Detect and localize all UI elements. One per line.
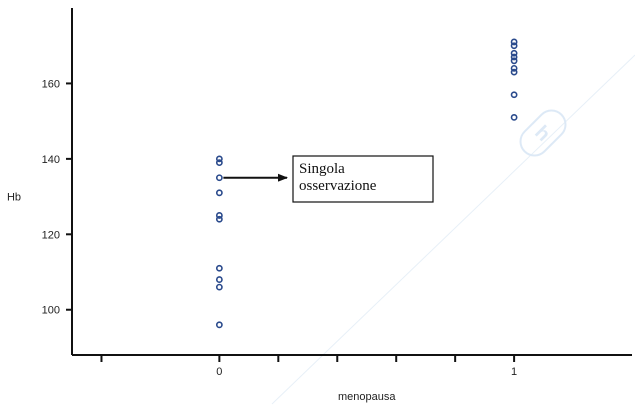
- axes: [71, 8, 632, 356]
- data-points: [215, 38, 518, 329]
- data-point: [510, 38, 518, 46]
- annotation: Singola osservazione: [223, 155, 434, 203]
- data-point: [215, 283, 223, 291]
- x-minor-ticks: [100, 355, 457, 362]
- data-point: [215, 264, 223, 272]
- data-point: [215, 321, 223, 329]
- data-point: [510, 68, 518, 76]
- watermark-logo: h: [271, 54, 635, 405]
- y-tick-label: 120: [42, 229, 60, 241]
- data-point: [510, 91, 518, 99]
- data-point: [510, 53, 518, 61]
- annotation-text-line: Singola: [299, 161, 345, 177]
- svg-text:h: h: [530, 122, 554, 146]
- y-axis-title: Hb: [7, 192, 21, 204]
- data-point: [510, 113, 518, 121]
- y-tick-label: 140: [42, 154, 60, 166]
- data-point: [215, 215, 223, 223]
- y-tick-label: 160: [42, 78, 60, 90]
- data-point: [215, 174, 223, 182]
- data-point: [510, 42, 518, 50]
- data-point: [215, 276, 223, 283]
- data-point: [215, 155, 223, 163]
- annotation-text-line: osservazione: [299, 178, 377, 194]
- x-axis-title: menopausa: [338, 391, 396, 403]
- annotation-box: [292, 155, 434, 203]
- data-point: [510, 64, 518, 72]
- data-point: [215, 189, 223, 197]
- x-tick-label: 1: [511, 366, 517, 378]
- y-ticks: 100 120 140 160: [42, 78, 72, 317]
- data-point: [215, 212, 223, 219]
- y-tick-label: 100: [42, 305, 60, 317]
- data-point: [510, 57, 518, 65]
- x-tick-label: 0: [216, 366, 222, 378]
- data-point: [510, 49, 518, 57]
- data-point: [215, 159, 223, 167]
